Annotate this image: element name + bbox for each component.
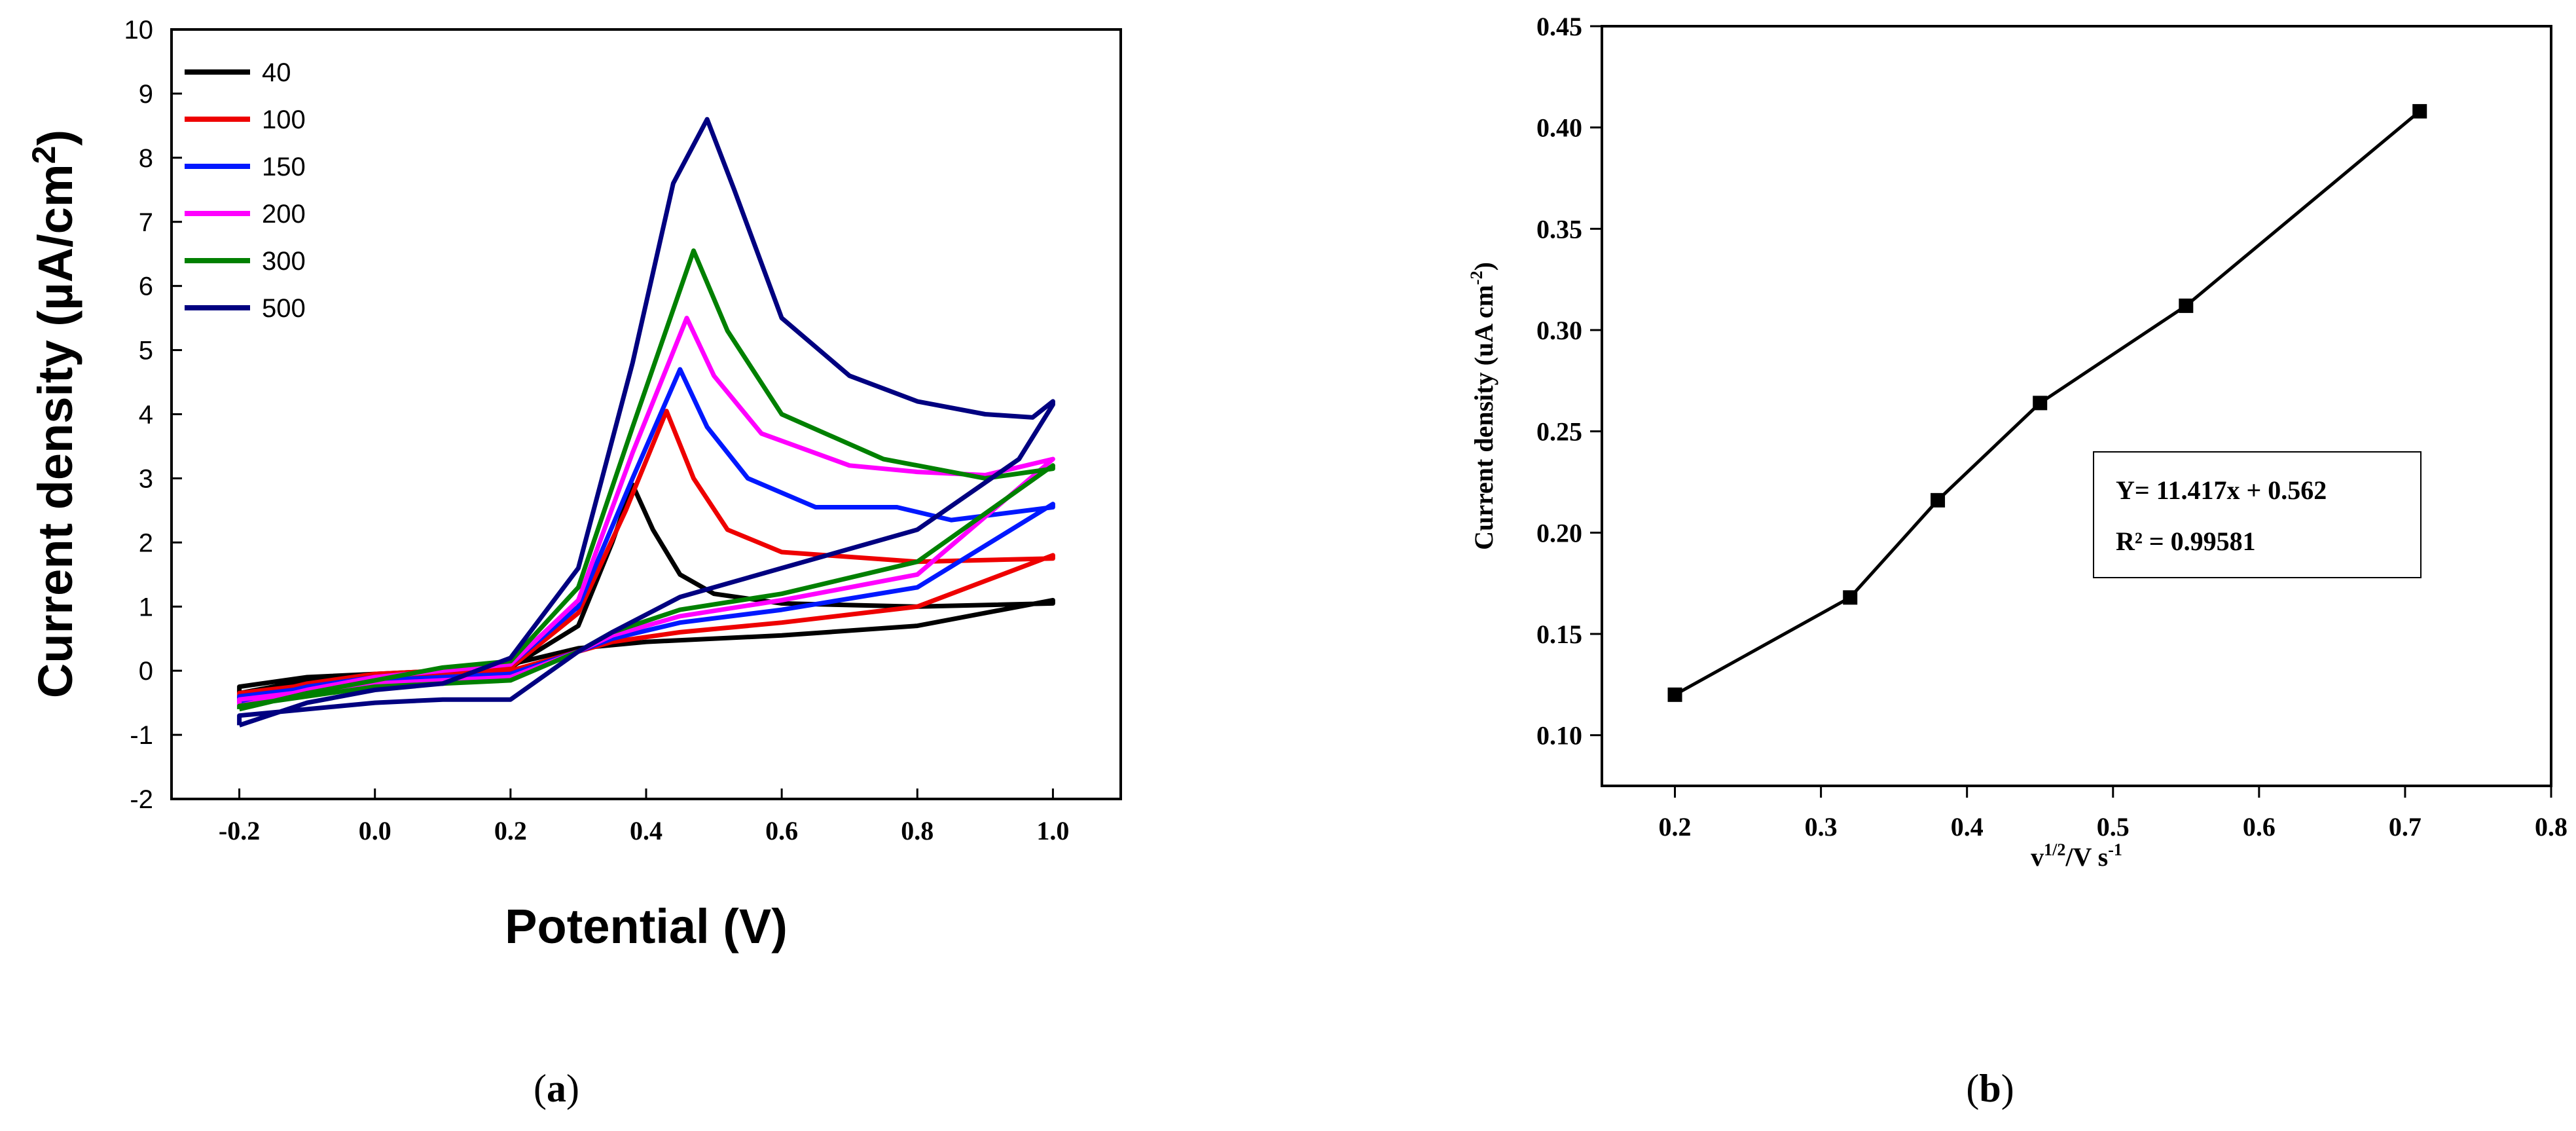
panel-b-x-axis-title: v1/2/V s-1 [2031,840,2122,872]
legend-label-500: 500 [262,294,306,323]
panel-b: 0.2 0.3 0.4 0.5 0.6 0.7 0.8 0.10 0.15 0.20 0.25 0.3… [1467,12,2567,1110]
a-y-tick-label: 1 [139,593,153,621]
a-y-tick-label: 6 [139,272,153,301]
b-y-tick-label: 0.25 [1536,417,1582,447]
legend-label-40: 40 [262,58,291,87]
panel-a-x-axis-title: Potential (V) [505,899,788,954]
panel-a-caption: (a) [534,1067,579,1110]
data-point-marker [1931,492,1946,508]
a-x-tick-label: 0.2 [494,816,527,845]
panel-b-plot-frame [1601,25,2552,787]
equation-box: Y= 11.417x + 0.562 R² = 0.99581 [2093,451,2422,578]
a-y-tick-label: -1 [130,721,153,750]
b-y-tick-label: 0.35 [1536,214,1582,244]
b-x-tick-label: 0.2 [1659,812,1692,842]
a-y-tick-label: 5 [139,337,153,365]
equation-line-1: Y= 11.417x + 0.562 [2116,475,2327,505]
a-y-tick-label: 9 [139,80,153,109]
a-y-tick-label: 0 [139,657,153,686]
a-x-tick-label: 0.8 [901,816,934,845]
b-y-tick-label: 0.10 [1536,721,1582,751]
a-y-tick-label: 8 [139,144,153,173]
panel-a-ticks: -0.2 0.0 0.2 0.4 0.6 0.8 1.0 -2 -1 0 1 2 3 4 5 6 7 8 9 10 [124,16,1070,845]
b-x-tick-label: 0.7 [2389,812,2422,842]
data-point-marker [2033,396,2048,411]
legend-label-100: 100 [262,105,306,134]
panel-a: -0.2 0.0 0.2 0.4 0.6 0.8 1.0 -2 -1 0 1 2 3 4 5 6 7 8 9 10 4… [26,16,1122,1110]
panel-a-y-axis-title: Current density (µA/cm2) [26,130,82,698]
a-x-tick-label: 0.6 [765,816,798,845]
a-x-tick-label: 0.4 [630,816,662,845]
data-point-marker [1667,687,1682,702]
a-x-tick-label: -0.2 [219,816,260,845]
b-x-tick-label: 0.6 [2243,812,2276,842]
b-y-tick-label: 0.40 [1536,113,1582,143]
legend-label-200: 200 [262,200,306,229]
b-x-tick-label: 0.8 [2535,812,2567,842]
a-x-tick-label: 0.0 [359,816,391,845]
legend-label-150: 150 [262,153,306,181]
legend-label-300: 300 [262,247,306,276]
b-x-tick-label: 0.3 [1805,812,1838,842]
a-y-tick-label: 3 [139,464,153,493]
panel-b-y-axis-title: Current density (uA cm-2) [1467,262,1498,550]
data-point-marker [2412,103,2427,119]
a-y-tick-label: 4 [139,401,153,430]
b-y-tick-label: 0.15 [1536,620,1582,649]
data-point-marker [2179,298,2194,313]
b-x-tick-label: 0.5 [2097,812,2130,842]
panel-b-series [1667,103,2427,702]
b-y-tick-label: 0.45 [1536,12,1582,41]
a-y-tick-label: 7 [139,208,153,237]
a-y-tick-label: -2 [130,785,153,814]
cv-curve-500 [237,117,1055,728]
cv-curve-100 [237,409,1055,702]
panel-a-series [237,117,1055,728]
a-y-tick-label: 2 [139,528,153,557]
data-point-marker [1843,590,1858,605]
b-y-tick-label: 0.30 [1536,316,1582,345]
regression-line [1674,109,2421,696]
b-x-tick-label: 0.4 [1951,812,1984,842]
panel-b-caption: (b) [1966,1067,2014,1110]
a-y-tick-label: 10 [124,16,154,45]
b-y-tick-label: 0.20 [1536,518,1582,547]
equation-box-frame [2093,451,2422,578]
panel-a-legend: 40 100 150 200 300 500 [185,58,306,323]
panel-b-ticks: 0.2 0.3 0.4 0.5 0.6 0.7 0.8 0.10 0.15 0.20 0.25 0.3… [1536,12,2567,842]
a-x-tick-label: 1.0 [1036,816,1069,845]
equation-line-2: R² = 0.99581 [2116,527,2256,556]
